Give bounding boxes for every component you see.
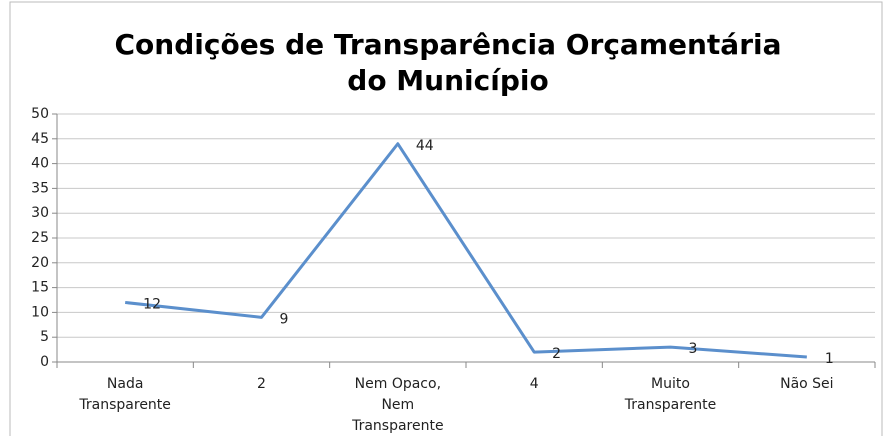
- data-label: 2: [552, 346, 561, 362]
- x-tick-label: 4: [530, 376, 539, 392]
- y-tick-label: 45: [31, 131, 49, 147]
- data-label: 44: [416, 138, 434, 154]
- x-tick-label: Nem Opaco, Nem Transparente: [351, 376, 444, 434]
- y-tick-label: 15: [31, 280, 49, 296]
- chart-border: [9, 1, 883, 436]
- y-tick-label: 20: [31, 255, 49, 271]
- x-tick-label: 2: [257, 376, 266, 392]
- line-series: [125, 142, 807, 359]
- y-tick-label: 40: [31, 156, 49, 172]
- data-label: 12: [143, 296, 161, 312]
- x-tick-label: Nada Transparente: [78, 376, 171, 413]
- chart-title: Condições de Transparência Orçamentária d…: [115, 28, 782, 97]
- x-tick-label: Muito Transparente: [624, 376, 717, 413]
- data-label: 3: [689, 341, 698, 357]
- y-tick-label: 5: [40, 329, 49, 345]
- y-tick-label: 10: [31, 304, 49, 320]
- y-tick-label: 35: [31, 180, 49, 196]
- y-tick-label: 50: [31, 106, 49, 122]
- y-tick-label: 30: [31, 205, 49, 221]
- data-label: 1: [825, 351, 834, 367]
- data-label: 9: [280, 311, 289, 327]
- x-tick-label: Não Sei: [780, 376, 833, 392]
- y-tick-label: 25: [31, 230, 49, 246]
- y-tick-label: 0: [40, 354, 49, 370]
